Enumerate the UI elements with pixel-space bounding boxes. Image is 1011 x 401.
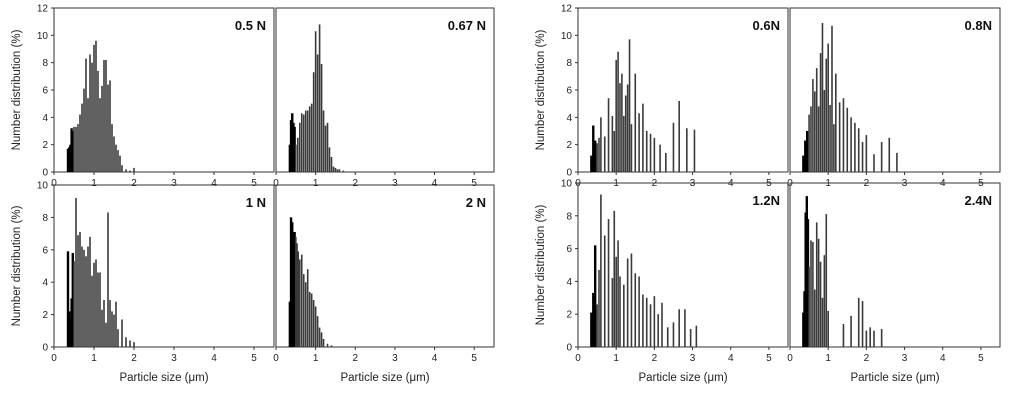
x-tick-label: 1	[313, 353, 319, 364]
x-tick-label: 1	[91, 178, 97, 189]
x-axis-label: Particle size (μm)	[119, 372, 208, 384]
y-tick-label: 4	[566, 277, 572, 288]
y-axis-label: Number distribution (%)	[11, 205, 23, 326]
y-tick-label: 0	[566, 168, 572, 179]
x-tick-label: 3	[392, 353, 398, 364]
x-tick-label: 1	[91, 353, 97, 364]
y-tick-label: 4	[42, 278, 48, 289]
x-tick-label: 5	[766, 353, 772, 364]
x-axis-label: Particle size (μm)	[638, 372, 727, 384]
x-tick-label: 0	[787, 353, 793, 364]
x-tick-label: 3	[171, 178, 177, 189]
x-axis-label: Particle size (μm)	[340, 372, 429, 384]
x-tick-label: 4	[728, 353, 734, 364]
panel-label: 0.6N	[753, 18, 780, 33]
plot-frame	[53, 184, 275, 348]
x-tick-label: 3	[392, 178, 398, 189]
x-tick-label: 1	[313, 178, 319, 189]
plot-frame	[275, 184, 495, 348]
y-tick-label: 4	[566, 113, 572, 124]
y-tick-label: 0	[566, 343, 572, 354]
panel-label: 0.5 N	[235, 18, 266, 33]
x-tick-label: 2	[864, 353, 870, 364]
x-tick-label: 2	[652, 353, 658, 364]
y-tick-label: 6	[42, 86, 48, 97]
x-tick-label: 0	[51, 353, 57, 364]
y-tick-label: 6	[566, 86, 572, 97]
x-tick-label: 3	[171, 353, 177, 364]
y-tick-label: 8	[566, 211, 572, 222]
x-tick-label: 4	[940, 353, 946, 364]
plot-frame	[577, 182, 789, 348]
y-tick-label: 0	[42, 168, 48, 179]
panel-label: 2.4N	[965, 193, 992, 208]
x-tick-label: 0	[51, 178, 57, 189]
x-tick-label: 3	[902, 353, 908, 364]
x-tick-label: 2	[352, 353, 358, 364]
y-tick-label: 10	[561, 31, 573, 42]
panel-label: 1 N	[246, 195, 266, 210]
panel-7: 0 1 2 3 4 5 0 2 4 6 8 10 1.2N Particle size (μm) Numbe…	[535, 179, 789, 384]
panel-4: 0 1 2 3 4 50.8N	[787, 7, 1001, 189]
y-tick-label: 12	[561, 4, 573, 15]
x-tick-label: 2	[352, 178, 358, 189]
y-tick-label: 6	[42, 245, 48, 256]
x-tick-label: 4	[432, 353, 438, 364]
plot-frame	[789, 182, 1001, 348]
y-tick-label: 10	[37, 181, 49, 192]
panel-6: 0 1 2 3 4 5 2 N Particle size (μm)	[273, 184, 495, 384]
y-tick-label: 10	[561, 179, 573, 190]
panel-label: 0.67 N	[448, 18, 486, 33]
x-tick-label: 4	[432, 178, 438, 189]
y-axis-label: Number distribution (%)	[535, 29, 547, 150]
x-tick-label: 0	[575, 353, 581, 364]
y-tick-label: 10	[37, 31, 49, 42]
x-tick-label: 2	[131, 178, 137, 189]
x-tick-label: 2	[131, 353, 137, 364]
x-tick-label: 5	[471, 353, 477, 364]
x-tick-label: 5	[471, 178, 477, 189]
x-tick-label: 3	[690, 353, 696, 364]
x-tick-label: 4	[211, 178, 217, 189]
y-tick-label: 8	[566, 58, 572, 69]
panel-8: 0 1 2 3 4 5 2.4N Particle size (μm)	[787, 182, 1001, 384]
x-tick-label: 4	[211, 353, 217, 364]
y-tick-label: 2	[42, 140, 48, 151]
plot-frame	[275, 7, 495, 173]
panel-2: 0 1 2 3 4 5 0.67 N	[273, 7, 495, 189]
x-tick-label: 1	[825, 353, 831, 364]
y-tick-label: 4	[42, 113, 48, 124]
y-axis-label: Number distribution (%)	[535, 204, 547, 325]
panel-label: 2 N	[466, 195, 486, 210]
x-tick-label: 5	[251, 178, 257, 189]
y-tick-label: 2	[566, 140, 572, 151]
y-tick-label: 8	[42, 58, 48, 69]
y-tick-label: 12	[37, 4, 49, 15]
panel-label: 0.8N	[965, 18, 992, 33]
x-axis-label: Particle size (μm)	[850, 372, 939, 384]
y-tick-label: 8	[42, 213, 48, 224]
y-tick-label: 0	[42, 343, 48, 354]
plot-frame	[789, 7, 1001, 173]
x-tick-label: 1	[613, 353, 619, 364]
y-tick-label: 2	[566, 310, 572, 321]
panel-label: 1.2N	[753, 193, 780, 208]
x-tick-label: 0	[273, 353, 279, 364]
x-tick-label: 0	[273, 178, 279, 189]
y-tick-label: 6	[566, 244, 572, 255]
x-tick-label: 5	[978, 353, 984, 364]
y-tick-label: 2	[42, 310, 48, 321]
y-axis-label: Number distribution (%)	[11, 29, 23, 150]
x-tick-label: 5	[251, 353, 257, 364]
